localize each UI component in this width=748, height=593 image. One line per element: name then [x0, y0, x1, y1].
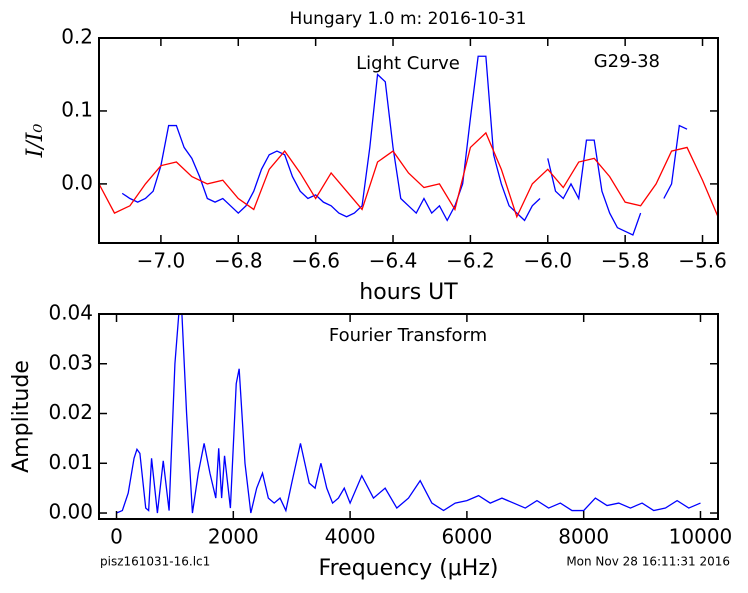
x-tick-label: 10000	[669, 525, 733, 549]
y-tick-label: 0.1	[61, 97, 93, 121]
x-tick-label: −6.0	[523, 249, 572, 273]
y-tick-label: 0.03	[48, 350, 93, 374]
annotation: G29-38	[594, 51, 660, 72]
x-tick-label: −5.8	[601, 249, 650, 273]
x-tick-label: 4000	[325, 525, 376, 549]
y-axis-label: I/I₀	[23, 124, 48, 159]
y-tick-label: 0.0	[61, 170, 93, 194]
x-tick-label: 0	[110, 525, 123, 549]
x-tick-label: −6.4	[369, 249, 418, 273]
data-line	[116, 314, 701, 514]
data-line	[99, 131, 718, 219]
y-tick-label: 0.00	[48, 500, 93, 524]
x-tick-label: −6.2	[446, 249, 495, 273]
timestamp: Mon Nov 28 16:11:31 2016	[566, 555, 730, 569]
x-tick-label: −7.0	[137, 249, 186, 273]
x-tick-label: 8000	[558, 525, 609, 549]
plot: Fourier Transform 0 2000 4000 6000 8000 10000 0…	[9, 301, 733, 582]
data-line	[121, 55, 688, 236]
x-tick-label: 2000	[208, 525, 259, 549]
annotation: Fourier Transform	[329, 325, 487, 346]
x-tick-label: −6.6	[291, 249, 340, 273]
x-axis-label: hours UT	[359, 280, 458, 305]
annotation: Light Curve	[356, 53, 460, 74]
x-tick-label: 6000	[441, 525, 492, 549]
chart-title: Hungary 1.0 m: 2016-10-31	[290, 9, 527, 29]
y-tick-label: 0.04	[48, 301, 93, 325]
y-tick-label: 0.02	[48, 400, 93, 424]
axes-frame	[98, 313, 719, 520]
x-tick-label: −6.8	[214, 249, 263, 273]
y-axis-label: Amplitude	[9, 360, 34, 473]
plot: Hungary 1.0 m: 2016-10-31 Light Curve G29-…	[23, 9, 727, 305]
y-tick-label: 0.2	[61, 25, 93, 49]
file-name: pisz161031-16.lc1	[100, 555, 210, 569]
axes-frame	[98, 37, 719, 244]
x-tick-label: −5.6	[678, 249, 727, 273]
x-axis-label: Frequency (μHz)	[319, 556, 499, 581]
y-tick-label: 0.01	[48, 450, 93, 474]
